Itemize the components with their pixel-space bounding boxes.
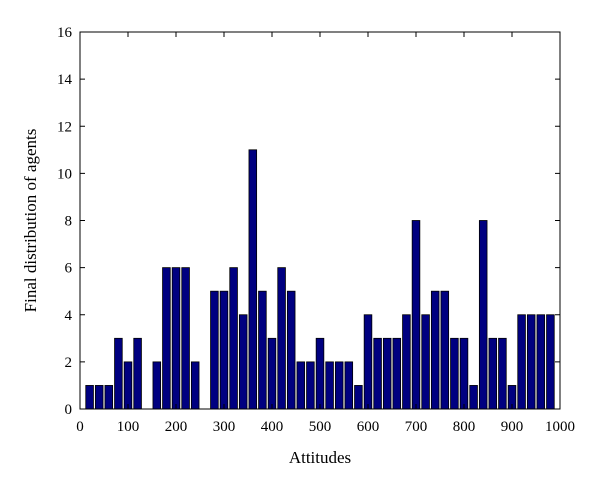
- bar-920: [517, 314, 526, 410]
- x-tick-label: 900: [501, 419, 524, 435]
- bar-940: [526, 314, 536, 410]
- bar-580: [354, 385, 363, 410]
- y-tick-label: 14: [57, 72, 73, 88]
- bar-280: [210, 290, 219, 410]
- bar-560: [344, 361, 354, 410]
- bar-20: [85, 385, 94, 410]
- bar-320: [229, 267, 238, 410]
- bar-220: [181, 267, 190, 410]
- x-tick-label: 100: [117, 419, 140, 435]
- y-axis-label: Final distribution of agents: [21, 129, 40, 313]
- bar-700: [411, 220, 421, 410]
- bar-80: [114, 337, 123, 410]
- bar-420: [277, 267, 286, 410]
- bar-60: [104, 385, 114, 410]
- y-tick-label: 8: [65, 214, 73, 230]
- y-tick-label: 16: [57, 25, 73, 41]
- bar-980: [546, 314, 555, 410]
- bar-620: [373, 337, 382, 410]
- bar-600: [363, 314, 373, 410]
- bar-160: [152, 361, 162, 410]
- x-tick-label: 800: [453, 419, 476, 435]
- bar-520: [325, 361, 334, 410]
- bar-360: [248, 149, 258, 410]
- bar-200: [171, 267, 181, 410]
- bar-460: [296, 361, 306, 410]
- bar-800: [459, 337, 469, 410]
- bar-820: [469, 385, 478, 410]
- y-tick-label: 6: [65, 261, 73, 277]
- bar-680: [402, 314, 411, 410]
- y-tick-label: 0: [65, 402, 73, 418]
- ticks-group: 0 100 200 300 400 500 600 700 800 900 1000 0 2 4 6 8 10 1…: [57, 25, 575, 435]
- bar-480: [306, 361, 315, 410]
- y-tick-label: 4: [65, 308, 73, 324]
- x-tick-label: 400: [261, 419, 284, 435]
- x-tick-label: 200: [165, 419, 188, 435]
- bar-300: [219, 290, 229, 410]
- y-tick-label: 12: [57, 119, 72, 135]
- bar-780: [450, 337, 459, 410]
- bar-720: [421, 314, 430, 410]
- bar-740: [430, 290, 440, 410]
- bar-440: [286, 290, 296, 410]
- bar-180: [162, 267, 171, 410]
- bar-660: [392, 337, 402, 410]
- bar-640: [382, 337, 392, 410]
- x-axis-label: Attitudes: [289, 448, 351, 467]
- bar-500: [315, 337, 325, 410]
- bars-group: [85, 149, 555, 410]
- bar-760: [440, 290, 450, 410]
- y-tick-label: 10: [57, 166, 72, 182]
- x-tick-label: 700: [405, 419, 428, 435]
- bar-540: [334, 361, 344, 410]
- bar-100: [123, 361, 133, 410]
- bar-40: [94, 385, 104, 410]
- bar-120: [133, 337, 142, 410]
- bar-840: [478, 220, 488, 410]
- bar-380: [258, 290, 267, 410]
- bar-960: [536, 314, 546, 410]
- plot-frame: [79, 31, 561, 410]
- bar-860: [488, 337, 498, 410]
- x-tick-label: 500: [309, 419, 332, 435]
- bar-340: [238, 314, 248, 410]
- x-tick-label: 0: [76, 419, 84, 435]
- x-tick-label: 300: [213, 419, 236, 435]
- bar-400: [267, 337, 277, 410]
- x-tick-label: 600: [357, 419, 380, 435]
- bar-880: [498, 337, 507, 410]
- bar-240: [190, 361, 200, 410]
- y-tick-label: 2: [65, 355, 73, 371]
- x-tick-label: 1000: [545, 419, 575, 435]
